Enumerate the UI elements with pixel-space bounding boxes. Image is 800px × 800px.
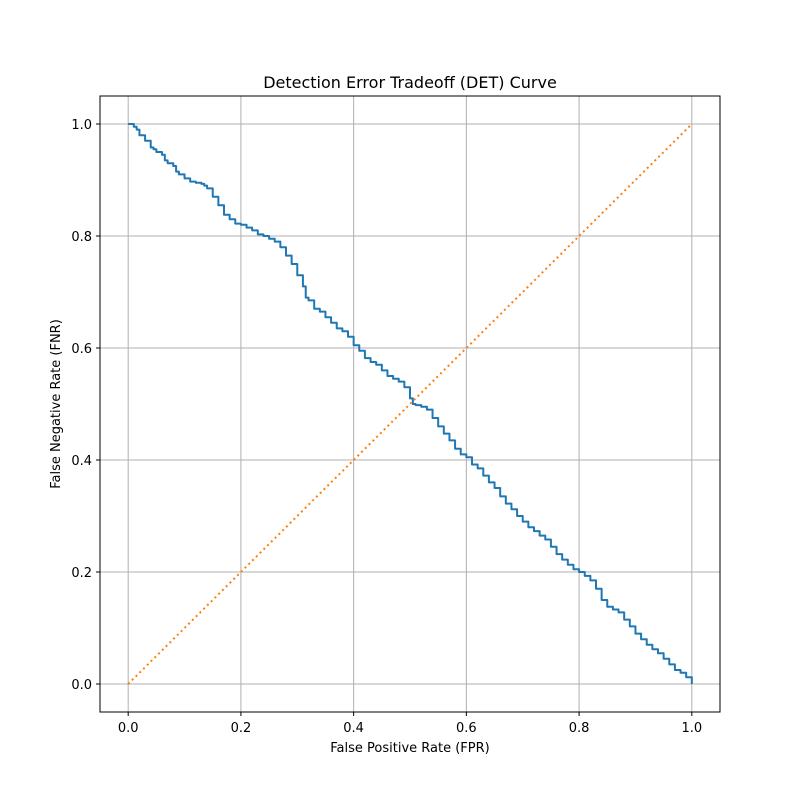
y-tick-label: 0.8	[71, 230, 92, 245]
y-tick-label: 0.0	[71, 678, 92, 693]
series-layer	[127, 123, 693, 685]
ticks: 0.0 0.2 0.4 0.6 0.8 1.0 0.0 0.2 0.4 0.6 0.8 1.0	[71, 118, 702, 736]
y-tick-label: 0.6	[71, 342, 92, 357]
y-tick-label: 1.0	[71, 118, 92, 133]
x-tick-label: 0.6	[456, 721, 477, 736]
x-tick-label: 0.4	[343, 721, 364, 736]
chart-title: Detection Error Tradeoff (DET) Curve	[263, 73, 557, 92]
x-tick-label: 0.8	[569, 721, 590, 736]
grid	[100, 96, 720, 712]
plot-frame	[99, 95, 721, 713]
y-axis-label: False Negative Rate (FNR)	[49, 319, 64, 489]
x-tick-label: 0.0	[118, 721, 139, 736]
y-tick-label: 0.4	[71, 454, 92, 469]
x-axis-label: False Positive Rate (FPR)	[330, 741, 489, 756]
x-tick-label: 0.2	[231, 721, 252, 736]
x-tick-label: 1.0	[681, 721, 702, 736]
y-tick-label: 0.2	[71, 566, 92, 581]
det-curve-line	[128, 123, 693, 684]
